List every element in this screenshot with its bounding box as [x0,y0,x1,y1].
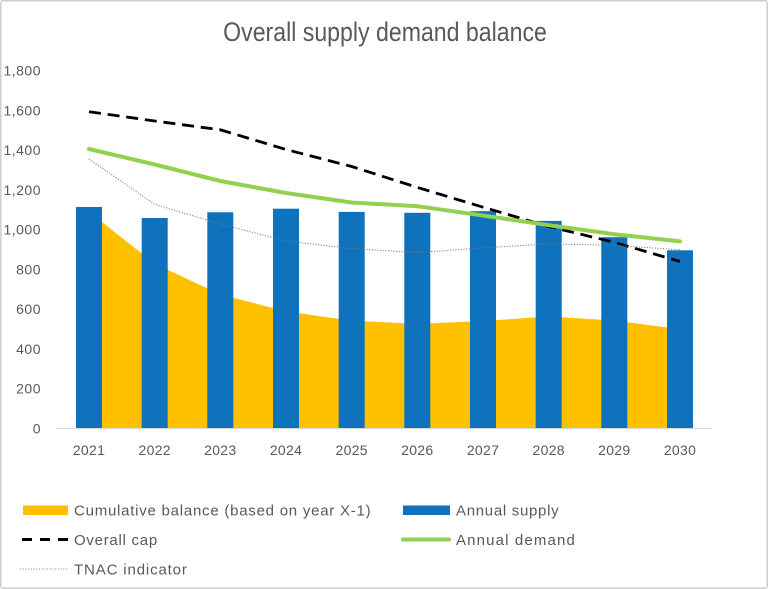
svg-text:600: 600 [16,301,41,317]
svg-text:2024: 2024 [270,442,302,458]
svg-text:200: 200 [16,381,41,397]
svg-text:1,200: 1,200 [3,182,41,198]
svg-text:0: 0 [33,421,41,437]
svg-text:Overall supply demand balance: Overall supply demand balance [223,17,547,47]
svg-text:Cumulative balance (based on y: Cumulative balance (based on year X-1) [74,503,371,520]
svg-text:Overall cap: Overall cap [74,532,158,549]
svg-text:TNAC indicator: TNAC indicator [74,562,188,579]
svg-text:Annual demand: Annual demand [456,532,576,549]
svg-text:2029: 2029 [598,442,630,458]
svg-text:Annual supply: Annual supply [456,503,559,520]
svg-text:2025: 2025 [336,442,368,458]
svg-text:2028: 2028 [533,442,565,458]
svg-text:1,800: 1,800 [3,63,41,79]
svg-text:2030: 2030 [664,442,696,458]
svg-text:1,600: 1,600 [3,102,41,118]
svg-text:2026: 2026 [401,442,433,458]
svg-text:2027: 2027 [467,442,499,458]
svg-text:2021: 2021 [73,442,105,458]
svg-text:800: 800 [16,261,41,277]
svg-text:400: 400 [16,341,41,357]
svg-text:2023: 2023 [204,442,236,458]
svg-text:2022: 2022 [139,442,171,458]
svg-text:1,400: 1,400 [3,142,41,158]
svg-text:1,000: 1,000 [3,222,41,238]
